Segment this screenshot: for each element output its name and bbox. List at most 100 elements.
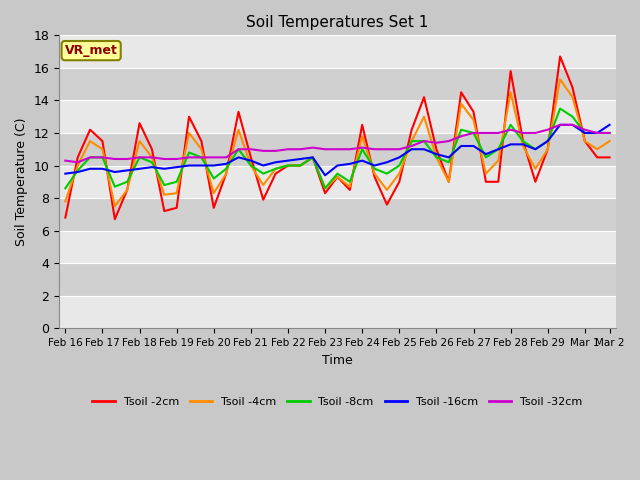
Tsoil -16cm [247, 158, 255, 164]
Tsoil -4cm [408, 138, 415, 144]
Tsoil -4cm [86, 138, 94, 144]
Tsoil -8cm [408, 138, 415, 144]
Tsoil -2cm [358, 122, 366, 128]
Tsoil -2cm [272, 171, 280, 177]
Tsoil -16cm [593, 130, 601, 136]
Tsoil -2cm [396, 179, 403, 185]
Tsoil -16cm [532, 146, 540, 152]
Tsoil -4cm [185, 130, 193, 136]
Line: Tsoil -8cm: Tsoil -8cm [65, 108, 609, 188]
Tsoil -4cm [296, 163, 304, 168]
Tsoil -4cm [124, 187, 131, 193]
Tsoil -4cm [321, 185, 329, 191]
Tsoil -4cm [507, 89, 515, 95]
Tsoil -4cm [210, 190, 218, 196]
Tsoil -2cm [581, 138, 589, 144]
Tsoil -2cm [408, 127, 415, 132]
Tsoil -2cm [532, 179, 540, 185]
Tsoil -16cm [148, 164, 156, 170]
Tsoil -16cm [222, 161, 230, 167]
Tsoil -16cm [482, 151, 490, 157]
Tsoil -4cm [61, 198, 69, 204]
Tsoil -4cm [482, 171, 490, 177]
Tsoil -16cm [173, 164, 180, 170]
Tsoil -8cm [136, 155, 143, 160]
Tsoil -4cm [383, 187, 391, 193]
Tsoil -8cm [309, 155, 317, 160]
Tsoil -8cm [371, 166, 378, 172]
Tsoil -8cm [272, 166, 280, 172]
Tsoil -4cm [272, 166, 280, 172]
Tsoil -2cm [185, 114, 193, 120]
Tsoil -2cm [556, 54, 564, 60]
Tsoil -8cm [210, 176, 218, 181]
Tsoil -8cm [111, 184, 118, 190]
Tsoil -16cm [296, 156, 304, 162]
Tsoil -16cm [581, 130, 589, 136]
Tsoil -4cm [556, 76, 564, 82]
Tsoil -8cm [185, 150, 193, 156]
Tsoil -32cm [235, 146, 243, 152]
Tsoil -32cm [309, 145, 317, 151]
Tsoil -32cm [185, 155, 193, 160]
Tsoil -32cm [581, 127, 589, 132]
Tsoil -16cm [99, 166, 106, 172]
Tsoil -8cm [321, 185, 329, 191]
Tsoil -8cm [74, 168, 81, 173]
Tsoil -4cm [161, 192, 168, 198]
Tsoil -4cm [495, 158, 502, 164]
Tsoil -32cm [272, 148, 280, 154]
Tsoil -2cm [371, 174, 378, 180]
Tsoil -4cm [396, 171, 403, 177]
Bar [59, 100, 616, 133]
Tsoil -16cm [309, 155, 317, 160]
Bar [59, 36, 616, 68]
Tsoil -16cm [161, 166, 168, 172]
Tsoil -32cm [296, 146, 304, 152]
Tsoil -32cm [247, 146, 255, 152]
Tsoil -16cm [333, 163, 341, 168]
Tsoil -8cm [296, 163, 304, 168]
Tsoil -32cm [532, 130, 540, 136]
Tsoil -2cm [161, 208, 168, 214]
Tsoil -8cm [581, 130, 589, 136]
Tsoil -8cm [198, 155, 205, 160]
Tsoil -32cm [358, 145, 366, 151]
Tsoil -32cm [136, 155, 143, 160]
Tsoil -32cm [321, 146, 329, 152]
Tsoil -4cm [198, 146, 205, 152]
Tsoil -16cm [111, 169, 118, 175]
Tsoil -2cm [210, 205, 218, 211]
Tsoil -8cm [346, 179, 354, 185]
Tsoil -4cm [74, 163, 81, 168]
Tsoil -16cm [383, 159, 391, 165]
Tsoil -8cm [593, 130, 601, 136]
Tsoil -2cm [173, 205, 180, 211]
Tsoil -4cm [605, 138, 613, 144]
Tsoil -32cm [61, 158, 69, 164]
Tsoil -32cm [593, 130, 601, 136]
Tsoil -8cm [86, 155, 94, 160]
Tsoil -32cm [74, 159, 81, 165]
Tsoil -8cm [507, 122, 515, 128]
Tsoil -16cm [259, 163, 267, 168]
Tsoil -4cm [173, 190, 180, 196]
Tsoil -2cm [507, 68, 515, 74]
Tsoil -16cm [420, 146, 428, 152]
Tsoil -32cm [519, 130, 527, 136]
Tsoil -4cm [247, 163, 255, 168]
Tsoil -8cm [161, 182, 168, 188]
Tsoil -16cm [396, 155, 403, 160]
Tsoil -2cm [61, 215, 69, 220]
Tsoil -8cm [358, 146, 366, 152]
Tsoil -16cm [433, 151, 440, 157]
Tsoil -4cm [136, 138, 143, 144]
Legend: Tsoil -2cm, Tsoil -4cm, Tsoil -8cm, Tsoil -16cm, Tsoil -32cm: Tsoil -2cm, Tsoil -4cm, Tsoil -8cm, Tsoi… [88, 392, 587, 411]
Tsoil -4cm [309, 155, 317, 160]
Tsoil -8cm [396, 163, 403, 168]
Text: VR_met: VR_met [65, 44, 118, 57]
Tsoil -4cm [346, 184, 354, 190]
Tsoil -2cm [420, 94, 428, 100]
Tsoil -8cm [482, 155, 490, 160]
Tsoil -4cm [99, 146, 106, 152]
